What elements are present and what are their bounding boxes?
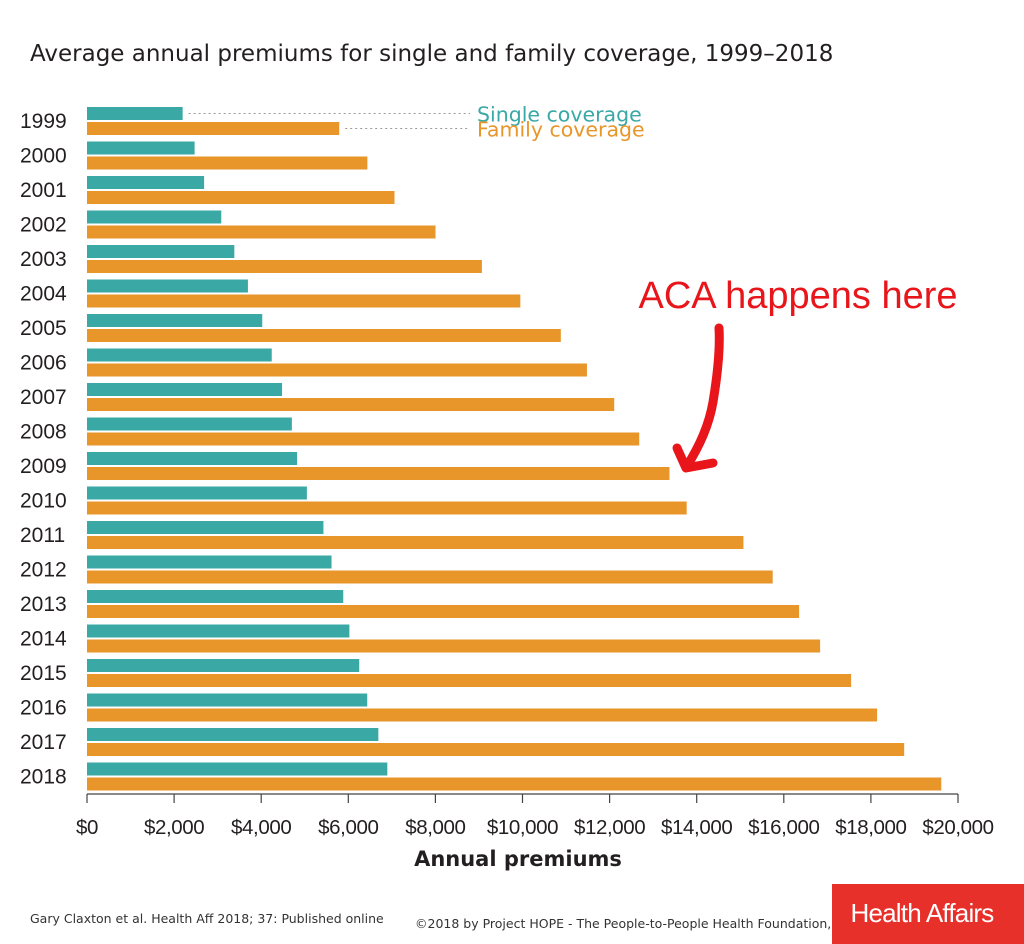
y-label-2002: 2002 bbox=[20, 214, 67, 237]
bar-single-coverage-2005 bbox=[87, 314, 263, 327]
bar-single-coverage-2012 bbox=[87, 555, 332, 569]
citation-text: Gary Claxton et al. Health Aff 2018; 37:… bbox=[30, 911, 384, 926]
health-affairs-logo: Health Affairs bbox=[832, 884, 1024, 944]
x-tick-label-8000: $8,000 bbox=[405, 816, 465, 839]
x-tick-label-12000: $12,000 bbox=[574, 816, 645, 839]
bar-single-coverage-2018 bbox=[87, 762, 388, 776]
bar-family-coverage-2007 bbox=[87, 398, 615, 411]
x-tick-label-6000: $6,000 bbox=[318, 816, 378, 839]
x-axis-ticks: $0 $2,000 $4,000 $6,000 $8,000 $10,000 $12,000… bbox=[76, 794, 994, 839]
bar-family-coverage-2016 bbox=[87, 708, 878, 722]
x-tick-label-0: $0 bbox=[76, 816, 98, 839]
bar-single-coverage-2009 bbox=[87, 452, 298, 465]
chart-title: Average annual premiums for single and f… bbox=[30, 41, 833, 67]
y-axis-labels: 1999 2000 2001 2002 2003 2004 2005 2006 2007 2008… bbox=[20, 110, 67, 789]
bar-family-coverage-2000 bbox=[87, 156, 368, 170]
bar-family-coverage-2002 bbox=[87, 225, 436, 239]
bar-family-coverage-2001 bbox=[87, 191, 395, 204]
bar-single-coverage-2007 bbox=[87, 383, 283, 396]
bar-family-coverage-2018 bbox=[87, 777, 942, 791]
bar-family-coverage-2008 bbox=[87, 432, 640, 446]
legend-label-family-coverage: Family coverage bbox=[477, 118, 645, 142]
bar-single-coverage-2004 bbox=[87, 279, 248, 293]
bar-family-coverage-2014 bbox=[87, 639, 821, 653]
x-tick-label-18000: $18,000 bbox=[835, 816, 906, 839]
bar-single-coverage-2015 bbox=[87, 659, 360, 672]
bar-family-coverage-2010 bbox=[87, 501, 687, 515]
bar-single-coverage-2006 bbox=[87, 348, 272, 362]
y-label-1999: 1999 bbox=[20, 110, 67, 133]
bar-family-coverage-2015 bbox=[87, 674, 852, 687]
bar-family-coverage-2006 bbox=[87, 363, 587, 377]
y-label-2012: 2012 bbox=[20, 559, 67, 582]
x-tick-label-10000: $10,000 bbox=[487, 816, 558, 839]
bar-family-coverage-2005 bbox=[87, 329, 561, 342]
bar-single-coverage-2010 bbox=[87, 486, 307, 500]
annotation-text: ACA happens here bbox=[638, 275, 957, 317]
y-label-2007: 2007 bbox=[20, 386, 67, 409]
bar-family-coverage-2003 bbox=[87, 260, 482, 273]
bar-single-coverage-2013 bbox=[87, 590, 344, 603]
x-tick-label-4000: $4,000 bbox=[231, 816, 291, 839]
legend-label-single-coverage: Single coverage bbox=[477, 103, 642, 127]
bar-family-coverage-2012 bbox=[87, 570, 773, 584]
y-label-2001: 2001 bbox=[20, 179, 67, 202]
bar-single-coverage-1999 bbox=[87, 107, 183, 120]
x-tick-label-16000: $16,000 bbox=[748, 816, 819, 839]
copyright-text: ©2018 by Project HOPE - The People-to-Pe… bbox=[415, 916, 858, 931]
y-label-2000: 2000 bbox=[20, 145, 67, 168]
bar-family-coverage-2004 bbox=[87, 294, 521, 308]
y-label-2010: 2010 bbox=[20, 490, 67, 513]
bar-family-coverage-1999 bbox=[87, 122, 340, 135]
x-tick-label-2000: $2,000 bbox=[144, 816, 204, 839]
bar-single-coverage-2014 bbox=[87, 624, 350, 638]
bar-single-coverage-2001 bbox=[87, 176, 205, 189]
y-label-2008: 2008 bbox=[20, 421, 67, 444]
y-label-2004: 2004 bbox=[20, 283, 67, 306]
bar-single-coverage-2017 bbox=[87, 728, 379, 741]
bar-single-coverage-2000 bbox=[87, 141, 195, 155]
x-axis-title: Annual premiums bbox=[414, 847, 622, 871]
bar-single-coverage-2002 bbox=[87, 210, 222, 224]
x-tick-label-14000: $14,000 bbox=[661, 816, 732, 839]
y-label-2017: 2017 bbox=[20, 731, 67, 754]
aca-annotation: ACA happens here bbox=[638, 275, 958, 473]
bars bbox=[87, 107, 942, 791]
y-label-2005: 2005 bbox=[20, 317, 67, 340]
bar-family-coverage-2009 bbox=[87, 467, 670, 480]
y-label-2016: 2016 bbox=[20, 697, 67, 720]
y-label-2003: 2003 bbox=[20, 248, 67, 271]
bar-single-coverage-2011 bbox=[87, 521, 324, 534]
y-label-2011: 2011 bbox=[20, 524, 65, 547]
y-label-2013: 2013 bbox=[20, 593, 67, 616]
bar-family-coverage-2013 bbox=[87, 605, 800, 618]
bar-family-coverage-2011 bbox=[87, 536, 744, 549]
y-label-2014: 2014 bbox=[20, 628, 67, 651]
annotation-arrow-head bbox=[672, 443, 718, 473]
annotation-arrow-shaft bbox=[682, 323, 724, 471]
brand-name: Health Affairs bbox=[850, 898, 995, 928]
bar-single-coverage-2003 bbox=[87, 245, 235, 258]
x-tick-label-20000: $20,000 bbox=[922, 816, 993, 839]
bar-single-coverage-2008 bbox=[87, 417, 292, 431]
y-label-2018: 2018 bbox=[20, 766, 67, 789]
y-label-2009: 2009 bbox=[20, 455, 67, 478]
y-label-2006: 2006 bbox=[20, 352, 67, 375]
bar-single-coverage-2016 bbox=[87, 693, 368, 707]
y-label-2015: 2015 bbox=[20, 662, 67, 685]
bar-family-coverage-2017 bbox=[87, 743, 905, 756]
